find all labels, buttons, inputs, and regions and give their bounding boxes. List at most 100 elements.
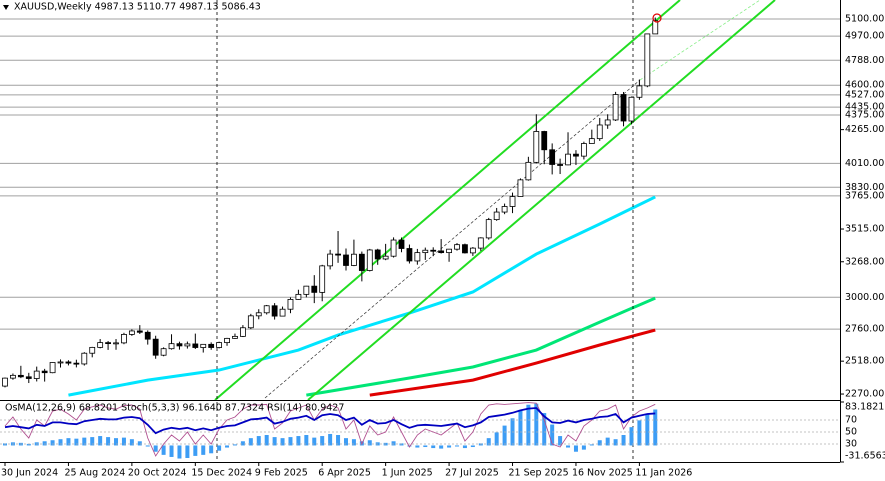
osma-bar <box>494 432 499 446</box>
osma-bar <box>431 445 436 449</box>
candle-body <box>644 33 651 87</box>
level-label: 3830.00 <box>845 182 884 193</box>
x-tick-label: 21 Sep 2025 <box>509 468 569 479</box>
osma-bar <box>145 445 150 447</box>
candle-body <box>430 249 437 252</box>
osma-bar <box>328 433 333 446</box>
candle-body <box>105 342 111 345</box>
indicator-tick-label: 70 <box>845 415 857 426</box>
candle-body <box>604 119 611 126</box>
trend-dashed-ext <box>639 0 761 81</box>
candle-body <box>374 249 381 260</box>
osma-bar <box>58 439 63 446</box>
indicator-y2-tick-label: 83.1821 <box>845 402 884 413</box>
osma-bar <box>232 444 237 446</box>
candle-body <box>200 343 207 348</box>
candle-body <box>580 143 587 157</box>
osma-bar <box>502 425 507 446</box>
candle-body <box>25 376 32 379</box>
x-tick-label: 30 Jun 2024 <box>1 468 58 479</box>
levels <box>0 18 840 330</box>
candle-body <box>438 250 445 254</box>
indicator-tick-label: 50 <box>845 427 857 438</box>
osma-bar <box>573 445 578 452</box>
indicator-y2-tick-label: -31.6563 <box>845 451 885 462</box>
candle-body <box>136 330 143 333</box>
indicator-pane <box>0 402 840 459</box>
osma-bar <box>455 445 460 447</box>
level-label: 4788.00 <box>845 55 884 66</box>
candle-body <box>152 338 159 356</box>
osma-bar <box>336 435 341 446</box>
candle-body <box>144 331 151 340</box>
osma-bar <box>129 439 134 446</box>
y-tick-label: 2518.00 <box>845 356 884 367</box>
candle-body <box>358 253 365 271</box>
candle-body <box>232 335 238 339</box>
rsi-line <box>4 407 656 435</box>
candle-body <box>557 164 563 166</box>
candle-body <box>596 124 603 140</box>
candle-body <box>462 244 468 254</box>
osma-bar <box>74 438 79 446</box>
osma-bar <box>296 436 301 446</box>
osma-bar <box>50 440 55 446</box>
x-tick-label: 20 Oct 2024 <box>128 468 187 479</box>
y-tick-label: 4265.00 <box>845 124 884 135</box>
x-tick-label: 15 Dec 2024 <box>191 468 252 479</box>
candle-body <box>541 131 548 151</box>
candle-body <box>517 179 524 197</box>
candle-body <box>509 196 516 207</box>
candle-body <box>620 94 627 122</box>
osma-bar <box>193 445 198 456</box>
osma-bar <box>621 435 626 446</box>
trendlines <box>214 0 776 400</box>
candle-body <box>549 149 556 165</box>
candle-body <box>366 249 373 271</box>
osma-bar <box>581 445 586 450</box>
osma-bar <box>367 440 372 446</box>
x-tick-label: 6 Apr 2025 <box>318 468 371 479</box>
osma-bar <box>462 445 467 449</box>
candle-body <box>493 211 500 221</box>
moving-average <box>68 195 656 397</box>
osma-bar <box>542 413 547 446</box>
osma-bar <box>66 438 71 446</box>
candle-body <box>533 131 540 163</box>
candle-body <box>636 85 643 98</box>
moving-average <box>369 328 656 397</box>
candle-body <box>33 370 40 379</box>
osma-bar <box>629 427 634 446</box>
candle-body <box>255 312 262 317</box>
osma-bar <box>161 445 166 455</box>
osma-bar <box>645 414 650 446</box>
x-tick-label: 27 Jul 2025 <box>445 468 499 479</box>
candle-body <box>279 308 286 317</box>
osma-bar <box>439 445 444 449</box>
osma-bar <box>185 445 190 458</box>
x-tick-label: 16 Nov 2025 <box>572 468 633 479</box>
osma-bar <box>272 437 277 446</box>
indicator-label: OsMA(12,26,9) 68.8201 Stoch(5,3,3) 96.16… <box>5 403 344 414</box>
osma-bar <box>3 443 7 446</box>
osma-bar <box>558 436 563 446</box>
osma-bar <box>153 445 158 452</box>
candle-body <box>485 219 492 239</box>
candle-body <box>224 337 230 344</box>
osma-bar <box>399 443 404 446</box>
osma-bar <box>653 409 658 446</box>
osma-bar <box>280 438 285 446</box>
level-label: 4600.00 <box>845 80 884 91</box>
channel-lower <box>307 0 776 400</box>
x-tick-label: 9 Feb 2025 <box>255 468 308 479</box>
level-label: 4375.00 <box>845 110 884 121</box>
candle-body <box>121 333 127 344</box>
candle-body <box>239 327 246 337</box>
osma-bar <box>550 424 555 446</box>
candle-body <box>216 342 223 348</box>
candle-body <box>469 247 476 254</box>
candle-body <box>41 370 48 374</box>
y-tick-label: 3268.00 <box>845 256 884 267</box>
candle-body <box>351 253 357 266</box>
